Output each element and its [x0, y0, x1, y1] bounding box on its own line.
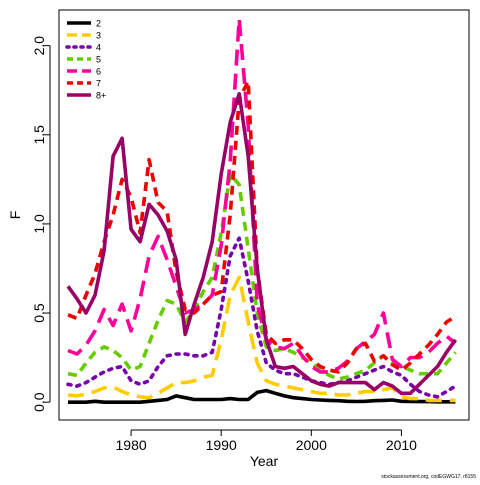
- legend: 2 3 4 5 6 7 8+: [65, 19, 106, 101]
- x-axis-label: Year: [250, 453, 279, 469]
- x-tick-label: 1980: [116, 437, 147, 453]
- y-tick-label: 1.0: [31, 214, 47, 234]
- y-tick-label: 2.0: [31, 36, 47, 56]
- legend-label: 6: [96, 67, 101, 77]
- x-tick-label: 2010: [386, 437, 417, 453]
- y-axis-label: F: [7, 211, 23, 220]
- series-line-5: [67, 172, 457, 381]
- legend-label: 7: [96, 79, 101, 89]
- footnote: stockassessment.org, codEGWG17, r8155: [381, 474, 476, 480]
- x-tick-label: 1990: [206, 437, 237, 453]
- series-line-2: [68, 388, 456, 405]
- series-line-3: [67, 275, 456, 403]
- y-tick-label: 0.5: [31, 303, 47, 323]
- series-line-8plus: [66, 92, 457, 396]
- x-tick-label: 2000: [296, 437, 327, 453]
- legend-label: 5: [96, 55, 101, 65]
- series-layer: [66, 17, 458, 405]
- axis-layer: 1980 1990 2000 2010 0.0 0.5 1.0 1.5 2.0: [31, 36, 417, 453]
- plot-frame: [58, 9, 470, 421]
- legend-label: 8+: [96, 91, 106, 101]
- y-tick-label: 1.5: [31, 125, 47, 145]
- series-line-6: [67, 17, 457, 374]
- legend-label: 3: [96, 31, 101, 41]
- series-line-4: [66, 236, 458, 399]
- legend-label: 4: [96, 43, 101, 53]
- y-tick-label: 0.0: [31, 392, 47, 412]
- legend-label: 2: [96, 19, 101, 29]
